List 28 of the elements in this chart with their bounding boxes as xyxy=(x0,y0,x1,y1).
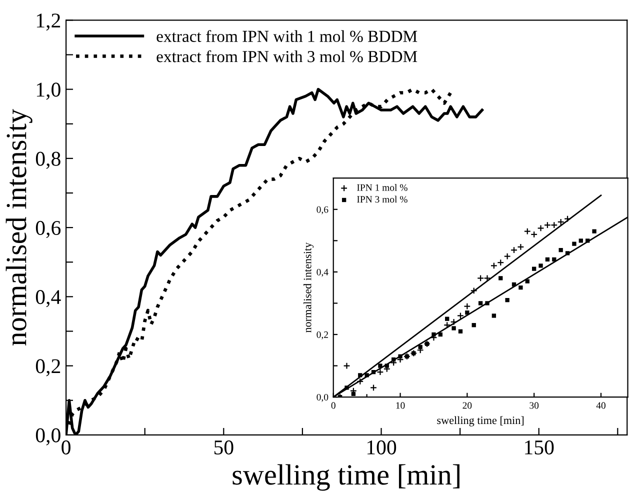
y-tick-label: 0,0 xyxy=(36,428,60,446)
x-axis-title: swelling time [min] xyxy=(232,464,460,491)
x-tick-label: 100 xyxy=(367,440,396,454)
y-tick-label: 0,4 xyxy=(316,268,328,277)
x-tick-label: 10 xyxy=(396,402,405,409)
y-tick-label: 1,0 xyxy=(36,82,60,100)
y-axis-title: normalised intensity xyxy=(6,108,32,346)
x-tick-label: 20 xyxy=(462,402,472,409)
y-tick-label: 0,8 xyxy=(36,152,60,169)
x-tick-label: 0 xyxy=(331,402,336,409)
x-tick-label: 150 xyxy=(525,440,554,454)
legend-label: extract from IPN with 3 mol % BDDM xyxy=(156,50,418,62)
x-axis-title: swelling time [min] xyxy=(437,416,524,426)
y-tick-label: 0,2 xyxy=(316,331,328,340)
legend-label: IPN 3 mol % xyxy=(357,196,408,203)
legend-label: IPN 1 mol % xyxy=(357,184,408,191)
x-tick-label: 30 xyxy=(530,402,539,409)
y-tick-label: 0,6 xyxy=(316,206,328,214)
x-tick-label: 50 xyxy=(214,440,234,454)
x-tick-label: 40 xyxy=(596,402,606,409)
y-tick-label: 0,2 xyxy=(36,359,60,376)
y-axis-title: normalised intensity xyxy=(303,242,314,333)
y-tick-label: 0,0 xyxy=(316,394,328,402)
x-tick-label: 0 xyxy=(62,440,70,454)
y-tick-label: 0,6 xyxy=(36,220,61,238)
y-tick-label: 1,2 xyxy=(36,14,60,31)
legend-label: extract from IPN with 1 mol % BDDM xyxy=(156,30,418,42)
y-tick-label: 0,4 xyxy=(36,290,61,308)
